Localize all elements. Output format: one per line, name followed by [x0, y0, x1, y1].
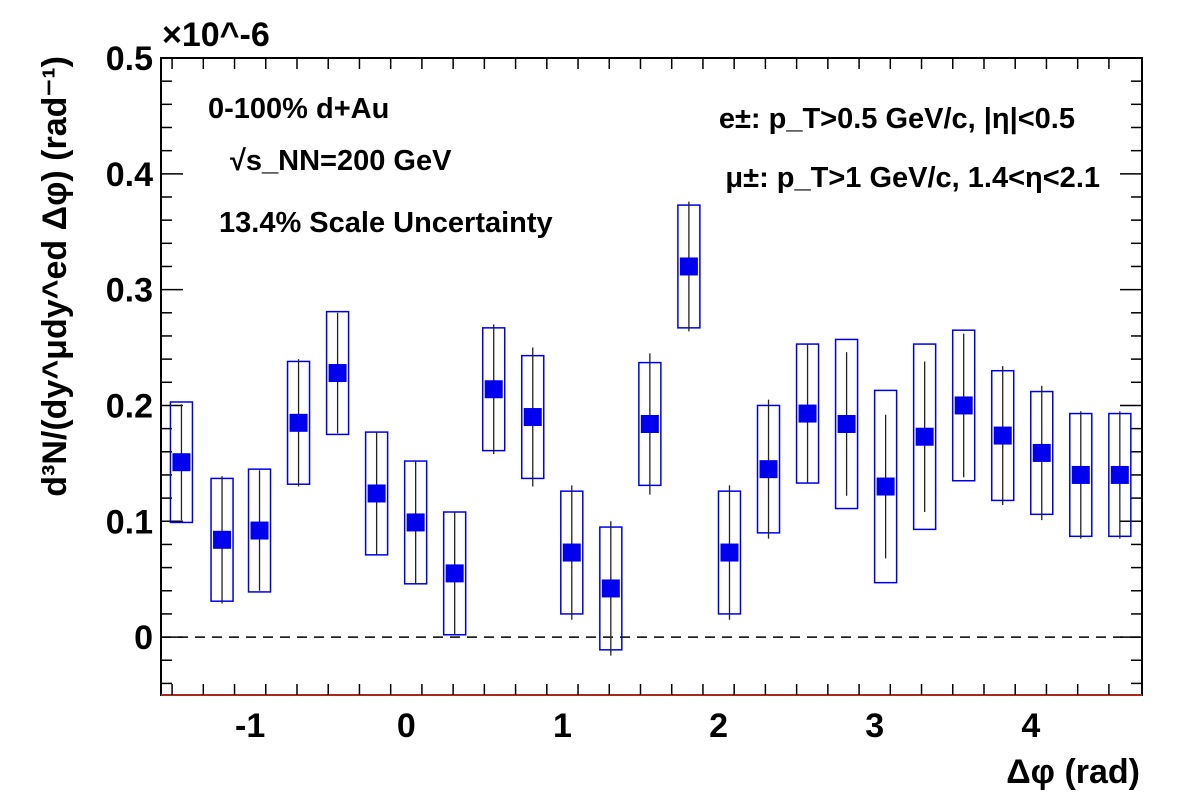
- y-tick-label: 0: [134, 619, 153, 657]
- y-tick-label: 0.4: [106, 156, 153, 194]
- data-point: [484, 380, 503, 399]
- data-point: [562, 543, 581, 562]
- data-point: [1071, 465, 1090, 484]
- scale-uncertainty-label: 13.4% Scale Uncertainty: [219, 207, 553, 239]
- data-point: [720, 543, 739, 562]
- x-tick-label: -1: [235, 707, 265, 745]
- data-point: [679, 257, 698, 276]
- x-tick-label: 4: [1021, 707, 1040, 745]
- y-tick-label: 0.1: [106, 503, 153, 541]
- data-point: [250, 521, 269, 540]
- y-tick-label: 0.5: [106, 40, 153, 78]
- data-point: [1032, 443, 1051, 462]
- centrality-label: 0-100% d+Au: [208, 93, 389, 125]
- systematic-error-box: [247, 468, 272, 593]
- y-multiplier: ×10^-6: [162, 16, 270, 54]
- x-tick-label: 1: [553, 707, 572, 745]
- data-point: [876, 477, 895, 496]
- electron-cut-label: e±: p_T>0.5 GeV/c, |η|<0.5: [719, 103, 1075, 135]
- x-tick-label: 2: [709, 707, 728, 745]
- data-point: [328, 364, 347, 383]
- data-point: [1110, 465, 1129, 484]
- systematic-error-box: [325, 310, 350, 436]
- y-tick-label: 0.2: [106, 387, 153, 425]
- x-tick-label: 0: [397, 707, 416, 745]
- data-point: [915, 427, 934, 446]
- y-tick-label: 0.3: [106, 272, 153, 310]
- systematic-error-box: [912, 343, 937, 531]
- data-point: [798, 404, 817, 423]
- data-point: [172, 453, 191, 472]
- x-axis-title: Δφ (rad): [1006, 753, 1140, 791]
- data-point: [640, 414, 659, 433]
- muon-cut-label: μ±: p_T>1 GeV/c, 1.4<η<2.1: [725, 162, 1100, 194]
- data-point: [406, 513, 425, 532]
- data-point: [837, 414, 856, 433]
- data-point: [759, 460, 778, 479]
- data-point: [445, 564, 464, 583]
- data-point: [601, 579, 620, 598]
- data-point: [289, 413, 308, 432]
- data-point: [523, 408, 542, 427]
- systematic-error-box: [951, 329, 976, 482]
- y-axis-title: d³N/(dy^μdy^ed Δφ) (rad⁻¹): [36, 56, 74, 497]
- x-tick-label: 3: [865, 707, 884, 745]
- systematic-error-box: [834, 338, 859, 510]
- data-point: [954, 396, 973, 415]
- systematic-error-box: [873, 389, 898, 584]
- energy-label: √s_NN=200 GeV: [230, 145, 452, 177]
- data-point: [213, 530, 232, 549]
- data-point: [993, 426, 1012, 445]
- data-point: [367, 484, 386, 503]
- systematic-error-box: [169, 401, 194, 524]
